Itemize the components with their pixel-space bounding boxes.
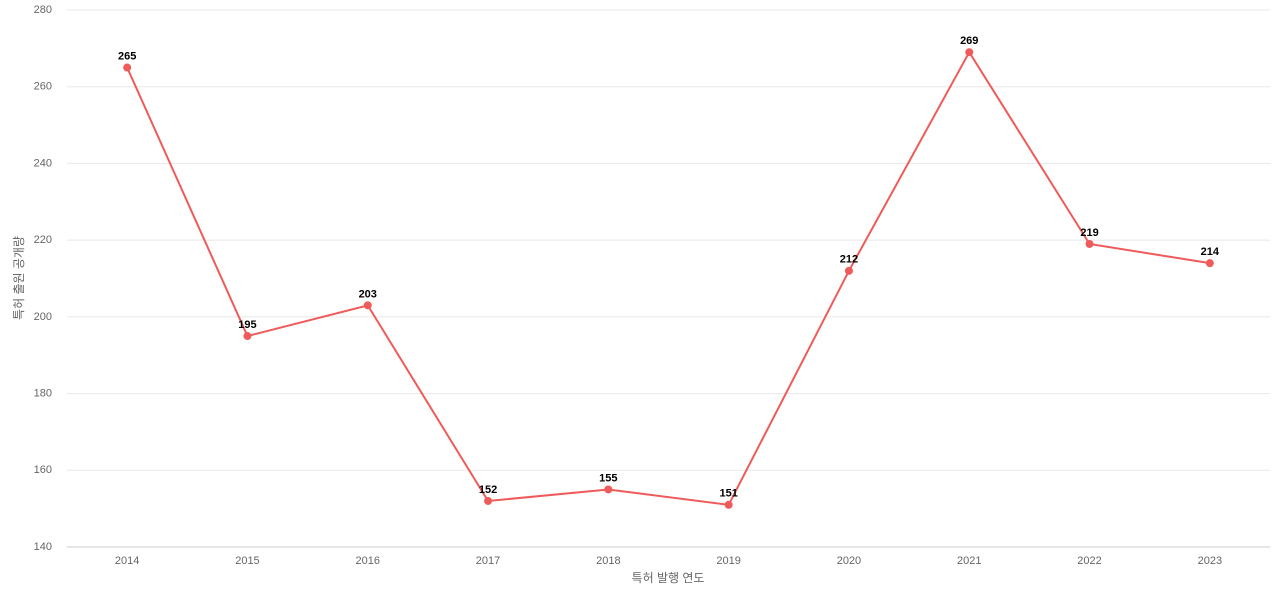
data-label: 151: [719, 488, 737, 500]
y-axis-title: 특허 출원 공개량: [12, 236, 26, 320]
data-label: 265: [118, 50, 136, 62]
x-tick-label: 2022: [1077, 555, 1101, 567]
data-label: 203: [359, 288, 377, 300]
point: [1205, 259, 1214, 268]
point: [484, 496, 493, 505]
x-tick-label: 2023: [1198, 555, 1222, 567]
y-tick-label: 280: [34, 4, 52, 16]
line: [126, 50, 1211, 506]
point: [724, 500, 733, 509]
x-tick-label: 2020: [837, 555, 861, 567]
point: [965, 48, 974, 57]
y-tick-label: 200: [34, 311, 52, 323]
data-label: 219: [1080, 227, 1098, 239]
x-tick-label: 2015: [235, 555, 259, 567]
point: [1085, 239, 1094, 248]
y-tick-label: 240: [34, 157, 52, 169]
y-tick-label: 160: [34, 464, 52, 476]
point: [844, 266, 853, 275]
point: [123, 63, 132, 72]
point: [243, 332, 252, 341]
y-tick-label: 260: [34, 81, 52, 93]
data-label: 155: [599, 472, 617, 484]
data-label: 214: [1201, 246, 1220, 258]
x-tick-label: 2017: [476, 555, 500, 567]
x-tick-label: 2014: [115, 555, 139, 567]
data-label: 152: [479, 484, 497, 496]
y-tick-label: 140: [34, 541, 52, 553]
point: [604, 485, 613, 494]
data-label: 212: [840, 254, 858, 266]
y-tick-label: 220: [34, 234, 52, 246]
x-tick-label: 2016: [356, 555, 380, 567]
point: [363, 301, 372, 310]
data-label: 195: [238, 319, 256, 331]
data-label: 269: [960, 35, 978, 47]
x-tick-label: 2019: [716, 555, 740, 567]
y-tick-label: 180: [34, 387, 52, 399]
x-tick-label: 2021: [957, 555, 981, 567]
x-axis-title: 특허 발행 연도: [632, 570, 705, 585]
x-tick-label: 2018: [596, 555, 620, 567]
